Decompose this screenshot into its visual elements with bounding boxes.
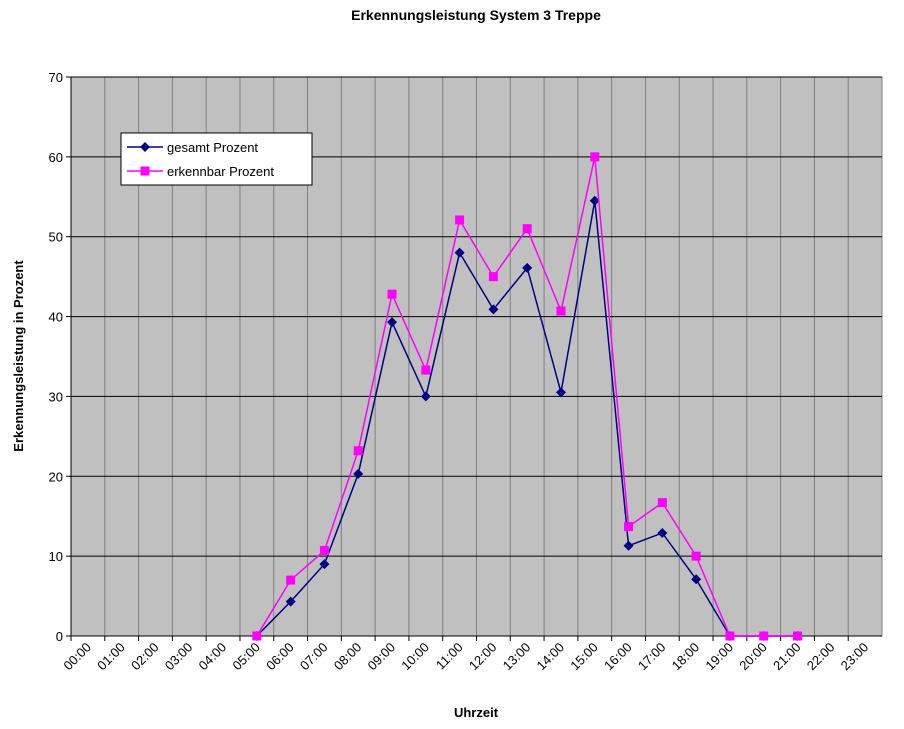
legend-box: [120, 132, 313, 186]
x-tick-label: 01:00: [94, 640, 128, 674]
y-tick-label: 40: [49, 310, 63, 325]
x-tick-label: 04:00: [196, 640, 230, 674]
data-point: [387, 317, 398, 328]
x-tick-label: 15:00: [567, 640, 601, 674]
data-point: [455, 215, 465, 225]
data-point: [488, 304, 499, 315]
x-tick-label: 20:00: [736, 640, 770, 674]
x-tick-label: 11:00: [433, 640, 466, 673]
data-point: [454, 247, 465, 258]
x-tick-label: 10:00: [398, 640, 432, 674]
legend-marker: [140, 142, 150, 152]
legend-label: gesamt Prozent: [167, 140, 258, 155]
x-tick-label: 06:00: [263, 640, 297, 674]
data-point: [623, 540, 634, 551]
data-point: [387, 289, 397, 299]
data-point: [589, 195, 600, 206]
x-tick-label: 05:00: [229, 640, 263, 674]
data-point: [624, 522, 634, 532]
data-point: [488, 272, 498, 282]
y-tick-label: 0: [56, 629, 63, 644]
data-point: [759, 631, 769, 641]
data-point: [285, 596, 296, 607]
data-point: [319, 546, 329, 556]
data-point: [522, 262, 533, 273]
y-axis-label: Erkennungsleistung in Prozent: [11, 260, 26, 452]
y-tick-label: 50: [49, 230, 63, 245]
x-tick-label: 12:00: [466, 640, 500, 674]
data-point: [555, 387, 566, 398]
data-point: [421, 365, 431, 375]
y-tick-label: 30: [49, 389, 63, 404]
x-tick-label: 13:00: [500, 640, 534, 674]
data-point: [252, 631, 262, 641]
data-point: [353, 468, 364, 479]
data-point: [657, 527, 668, 538]
x-axis-label: Uhrzeit: [454, 705, 499, 720]
data-point: [556, 306, 566, 316]
data-point: [319, 559, 330, 570]
data-point: [657, 498, 667, 508]
x-tick-label: 09:00: [365, 640, 399, 674]
legend-label: erkennbar Prozent: [167, 164, 274, 179]
data-point: [522, 224, 532, 234]
data-point: [793, 631, 803, 641]
data-point: [725, 631, 735, 641]
data-point: [590, 152, 600, 162]
y-tick-label: 20: [49, 469, 63, 484]
data-point: [353, 446, 363, 456]
data-point: [420, 391, 431, 402]
x-tick-label: 08:00: [331, 640, 365, 674]
data-point: [286, 575, 296, 585]
y-tick-label: 70: [49, 70, 63, 85]
y-tick-label: 60: [49, 150, 63, 165]
data-point: [691, 574, 702, 585]
y-tick-label: 10: [49, 549, 63, 564]
x-tick-label: 18:00: [669, 640, 703, 674]
x-tick-label: 00:00: [60, 640, 94, 674]
x-tick-label: 21:00: [770, 640, 804, 674]
data-point: [691, 551, 701, 561]
x-tick-label: 17:00: [635, 640, 669, 674]
x-tick-label: 22:00: [804, 640, 838, 674]
x-tick-label: 07:00: [297, 640, 331, 674]
x-tick-label: 02:00: [128, 640, 162, 674]
x-tick-label: 14:00: [533, 640, 567, 674]
x-tick-label: 19:00: [702, 640, 736, 674]
legend-marker: [140, 166, 150, 176]
x-tick-label: 23:00: [838, 640, 872, 674]
x-tick-label: 03:00: [162, 640, 196, 674]
chart-title: Erkennungsleistung System 3 Treppe: [351, 7, 601, 23]
x-tick-label: 16:00: [601, 640, 635, 674]
